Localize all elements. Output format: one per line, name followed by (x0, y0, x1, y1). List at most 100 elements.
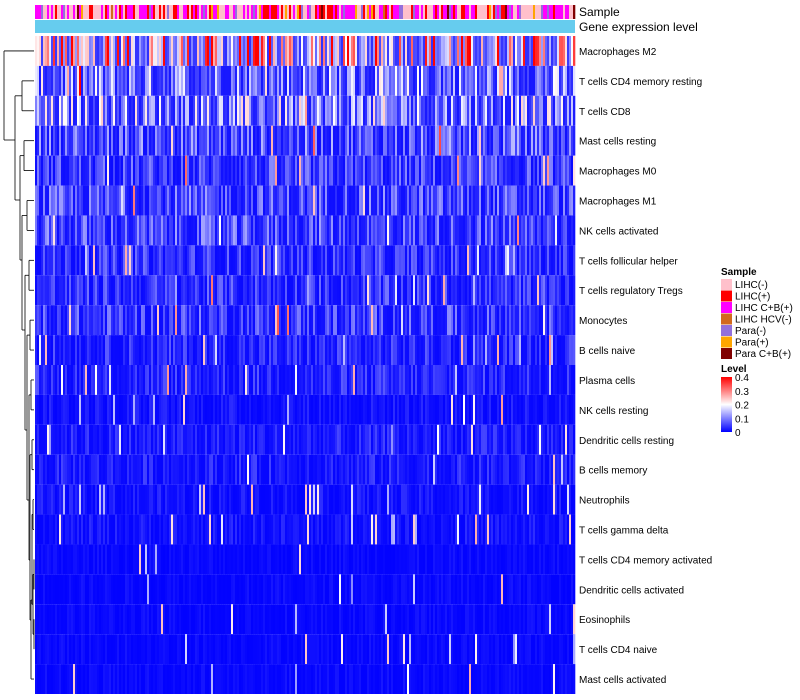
heatmap-cell (493, 394, 496, 425)
heatmap-cell (561, 125, 564, 156)
heatmap-cell (379, 245, 382, 276)
heatmap-cell (529, 185, 532, 216)
heatmap-cell (473, 424, 476, 455)
heatmap-cell (365, 424, 368, 455)
heatmap-cell (335, 245, 338, 276)
heatmap-cell (119, 484, 122, 515)
heatmap-cell (227, 185, 230, 216)
heatmap-cell (379, 454, 382, 485)
heatmap-cell (419, 155, 422, 186)
heatmap-cell (179, 36, 182, 66)
heatmap-cell (381, 185, 384, 216)
heatmap-cell (501, 155, 504, 186)
heatmap-cell (367, 394, 370, 425)
heatmap-cell (465, 335, 468, 365)
heatmap-cell (335, 155, 338, 186)
heatmap-cell (217, 245, 220, 276)
heatmap-cell (237, 544, 240, 575)
heatmap-cell (363, 245, 366, 276)
heatmap-cell (369, 65, 372, 96)
heatmap-cell (387, 125, 390, 156)
heatmap-cell (199, 305, 202, 336)
heatmap-cell (301, 125, 304, 156)
heatmap-cell (531, 95, 534, 126)
heatmap-cell (189, 544, 192, 575)
heatmap-cell (309, 275, 312, 306)
heatmap-cell (77, 125, 80, 156)
heatmap-cell (363, 185, 366, 216)
heatmap-cell (47, 484, 50, 515)
heatmap-cell (403, 95, 406, 126)
heatmap-cell (287, 155, 290, 186)
heatmap-cell (145, 245, 148, 276)
heatmap-cell (529, 394, 532, 425)
heatmap-cell (99, 185, 102, 216)
heatmap-cell (123, 245, 126, 276)
heatmap-cell (209, 36, 212, 66)
heatmap-cell (517, 185, 520, 216)
heatmap-cell (333, 394, 336, 425)
heatmap-cell (153, 514, 156, 545)
heatmap-cell (387, 155, 390, 186)
heatmap-cell (73, 185, 76, 216)
heatmap-cell (257, 245, 260, 276)
heatmap-cell (131, 514, 134, 545)
heatmap-cell (415, 394, 418, 425)
heatmap-cell (321, 185, 324, 216)
heatmap-cell (235, 305, 238, 336)
heatmap-cell (105, 514, 108, 545)
heatmap-cell (209, 484, 212, 515)
heatmap-cell (477, 95, 480, 126)
heatmap-cell (325, 275, 328, 306)
heatmap-cell (567, 394, 570, 425)
heatmap-cell (527, 125, 530, 156)
heatmap-cell (571, 394, 574, 425)
heatmap-cell (213, 155, 216, 186)
heatmap-cell (159, 155, 162, 186)
heatmap-cell (459, 125, 462, 156)
heatmap-cell (423, 394, 426, 425)
heatmap-row (35, 514, 576, 545)
heatmap-cell (471, 305, 474, 336)
heatmap-cell (503, 245, 506, 276)
heatmap-cell (113, 335, 116, 365)
heatmap-cell (539, 65, 542, 96)
heatmap-cell (147, 424, 150, 455)
heatmap-cell (45, 424, 48, 455)
heatmap-cell (95, 245, 98, 276)
heatmap-cell (75, 65, 78, 96)
heatmap-cell (525, 394, 528, 425)
heatmap-cell (493, 65, 496, 96)
heatmap-cell (469, 215, 472, 246)
heatmap-cell (43, 365, 46, 395)
heatmap-cell (71, 454, 74, 485)
heatmap-cell (143, 544, 146, 575)
heatmap-cell (343, 245, 346, 276)
heatmap-cell (451, 125, 454, 156)
heatmap-cell (205, 574, 208, 605)
heatmap-cell (367, 275, 370, 306)
heatmap-cell (405, 125, 408, 156)
heatmap-cell (373, 185, 376, 216)
heatmap-cell (95, 335, 98, 365)
heatmap-cell (215, 454, 218, 485)
heatmap-cell (449, 65, 452, 96)
heatmap-cell (345, 36, 348, 66)
heatmap-cell (463, 514, 466, 545)
heatmap-cell (157, 365, 160, 395)
heatmap-cell (371, 394, 374, 425)
heatmap-cell (445, 514, 448, 545)
heatmap-cell (203, 185, 206, 216)
heatmap-cell (183, 245, 186, 276)
heatmap-cell (321, 125, 324, 156)
heatmap-cell (545, 185, 548, 216)
heatmap-cell (351, 544, 354, 575)
heatmap-cell (153, 484, 156, 515)
heatmap-cell (179, 484, 182, 515)
heatmap-cell (191, 155, 194, 186)
heatmap-cell (389, 275, 392, 306)
heatmap-cell (417, 36, 420, 66)
heatmap-cell (85, 275, 88, 306)
heatmap-cell (313, 275, 316, 306)
heatmap-cell (193, 36, 196, 66)
